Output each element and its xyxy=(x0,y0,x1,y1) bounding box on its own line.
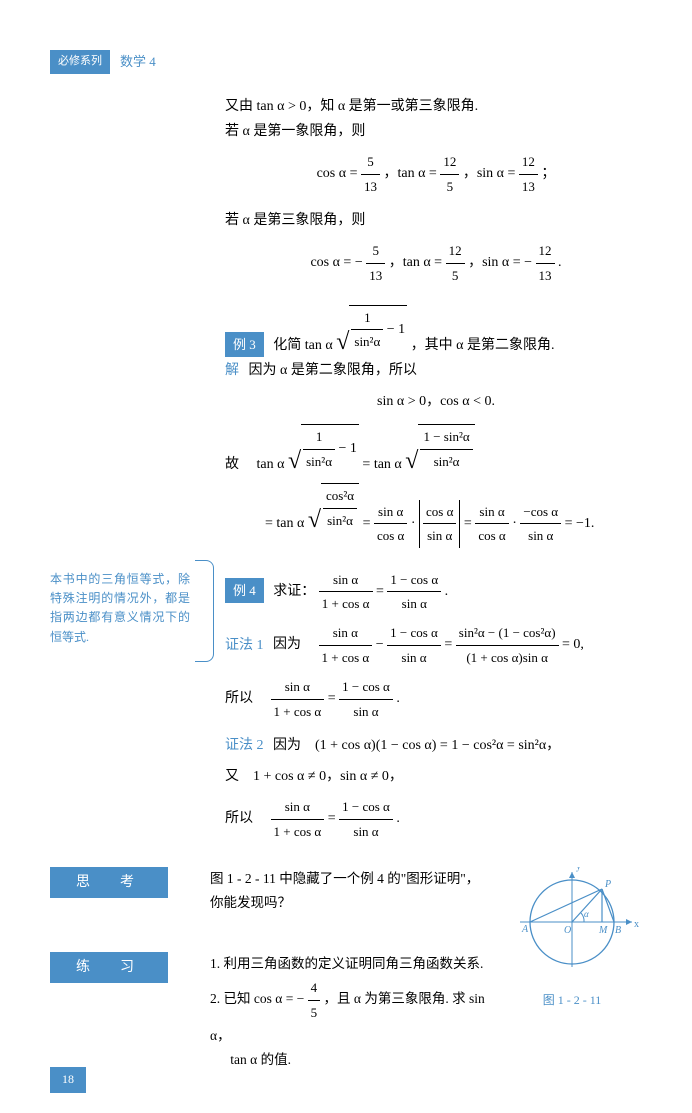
svg-text:A: A xyxy=(521,924,529,935)
intro-line1: 又由 tan α > 0，知 α 是第一或第三象限角. xyxy=(225,94,647,119)
ex3-label: 例 3 xyxy=(225,332,264,357)
practice-section: 练 习 1. 利用三角函数的定义证明同角三角函数关系. 2. 已知 cos α … xyxy=(50,952,647,1073)
practice-q1: 1. 利用三角函数的定义证明同角三角函数关系. xyxy=(210,952,497,976)
practice-q2: 2. 已知 cos α = − 45 ，且 α 为第三象限角. 求 sin α， xyxy=(210,976,497,1048)
series-tag: 必修系列 xyxy=(50,50,110,74)
example-4: 例 4 求证： sin α1 + cos α = 1 − cos αsin α … xyxy=(225,568,647,616)
proof2-conclusion: 所以 sin α1 + cos α = 1 − cos αsin α . xyxy=(225,795,647,843)
proof2: 证法 2 因为 (1 + cos α)(1 − cos α) = 1 − cos… xyxy=(225,733,647,758)
ex4-label: 例 4 xyxy=(225,578,264,603)
proof2-label: 证法 2 xyxy=(225,738,264,753)
page: 必修系列 数学 4 又由 tan α > 0，知 α 是第一或第三象限角. 若 … xyxy=(0,0,692,1113)
intro-eq1: cos α = 513 ，tan α = 125 ，sin α = 1213 ； xyxy=(225,150,647,198)
proof1-label: 证法 1 xyxy=(225,638,264,653)
ex3-solution: 解 因为 α 是第二象限角，所以 xyxy=(225,358,647,383)
svg-text:P: P xyxy=(604,879,611,890)
practice-q2c: tan α 的值. xyxy=(230,1048,497,1072)
intro-eq2: cos α = − 513 ，tan α = 125 ，sin α = − 12… xyxy=(225,239,647,287)
svg-text:B: B xyxy=(615,925,621,936)
svg-text:y: y xyxy=(576,867,581,872)
subject-tag: 数学 4 xyxy=(120,50,156,73)
page-header: 必修系列 数学 4 xyxy=(50,50,647,74)
intro-line2: 若 α 是第一象限角，则 xyxy=(225,119,647,144)
think-text: 图 1 - 2 - 11 中隐藏了一个例 4 的"图形证明"，你能发现吗？ xyxy=(210,871,479,910)
margin-note: 本书中的三角恒等式，除特殊注明的情况外，都是指两边都有意义情况下的恒等式. xyxy=(50,570,190,647)
main-content: 又由 tan α > 0，知 α 是第一或第三象限角. 若 α 是第一象限角，则… xyxy=(225,94,647,843)
ex3-line2: = tan α √ cos²αsin²α = sin αcos α · cos … xyxy=(265,483,647,547)
svg-text:M: M xyxy=(598,925,608,936)
svg-text:x: x xyxy=(634,919,639,930)
page-number: 18 xyxy=(50,1067,86,1093)
example-3: 例 3 化简 tan α √ 1sin²α − 1 ，其中 α 是第二象限角. xyxy=(225,305,647,358)
practice-label: 练 习 xyxy=(50,952,168,983)
svg-text:α: α xyxy=(584,909,589,919)
ex3-ineq: sin α > 0，cos α < 0. xyxy=(225,389,647,414)
svg-text:O: O xyxy=(564,925,571,936)
intro-line3: 若 α 是第三象限角，则 xyxy=(225,208,647,233)
solution-label: 解 xyxy=(225,363,239,378)
think-label: 思 考 xyxy=(50,867,168,898)
proof1: 证法 1 因为 sin α1 + cos α − 1 − cos αsin α … xyxy=(225,621,647,669)
ex3-line1: 故 tan α √ 1sin²α − 1 = tan α √ 1 − sin²α… xyxy=(225,424,647,477)
margin-bracket xyxy=(195,560,214,662)
proof2-cond: 又 1 + cos α ≠ 0，sin α ≠ 0， xyxy=(225,764,647,789)
proof1-conclusion: 所以 sin α1 + cos α = 1 − cos αsin α . xyxy=(225,675,647,723)
